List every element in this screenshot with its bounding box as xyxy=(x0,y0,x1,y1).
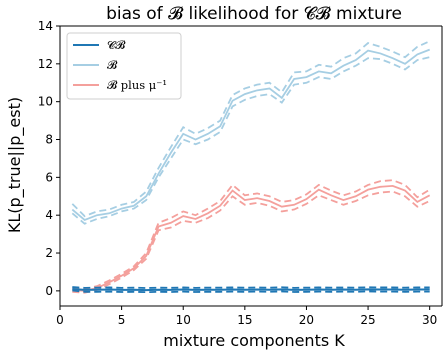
x-tick-label-15: 15 xyxy=(237,313,252,327)
series-1-upper-bound xyxy=(71,40,431,218)
legend: 𝓒𝓑 𝓑 𝓑 plus μ⁻¹ xyxy=(66,32,182,100)
y-tick-label-2: 2 xyxy=(45,246,53,260)
y-tick-label-8: 8 xyxy=(45,133,53,147)
y-tick-label-10: 10 xyxy=(38,95,53,109)
series-2-lower-bound xyxy=(72,190,431,294)
series-1-line xyxy=(71,48,431,221)
legend-label-2: 𝓑 plus μ⁻¹ xyxy=(107,78,167,92)
series-2 xyxy=(72,179,431,294)
x-tick-label-25: 25 xyxy=(360,313,375,327)
x-tick-label-30: 30 xyxy=(422,313,437,327)
plot-area xyxy=(71,40,431,294)
legend-label-1: 𝓑 xyxy=(107,58,118,72)
series-0-line xyxy=(72,287,430,292)
x-tick-label-5: 5 xyxy=(118,313,126,327)
y-tick-label-12: 12 xyxy=(38,57,53,71)
chart-title: bias of 𝓑 likelihood for 𝓒𝓑 mixture xyxy=(106,4,402,24)
y-tick-label-4: 4 xyxy=(45,208,53,222)
x-tick-label-20: 20 xyxy=(299,313,314,327)
y-tick-label-14: 14 xyxy=(38,19,53,33)
series-2-line xyxy=(72,184,431,292)
series-0-upper-bound xyxy=(72,286,430,289)
series-0 xyxy=(72,286,430,294)
y-axis-label: KL(p_true||p_est) xyxy=(5,97,25,233)
x-tick-label-0: 0 xyxy=(56,313,64,327)
axes: 0 5 10 15 20 25 30 0 2 4 6 8 10 12 14 xyxy=(38,19,443,327)
series-1-lower-bound xyxy=(71,56,430,225)
series-0-lower-bound xyxy=(72,289,430,294)
legend-label-0: 𝓒𝓑 xyxy=(107,38,126,52)
x-axis-label: mixture components K xyxy=(163,331,345,350)
legend-box xyxy=(66,32,182,100)
x-tick-label-10: 10 xyxy=(176,313,191,327)
series-1 xyxy=(71,40,431,225)
y-tick-label-6: 6 xyxy=(45,170,53,184)
series-2-upper-bound xyxy=(72,179,431,290)
y-tick-label-0: 0 xyxy=(45,284,53,298)
